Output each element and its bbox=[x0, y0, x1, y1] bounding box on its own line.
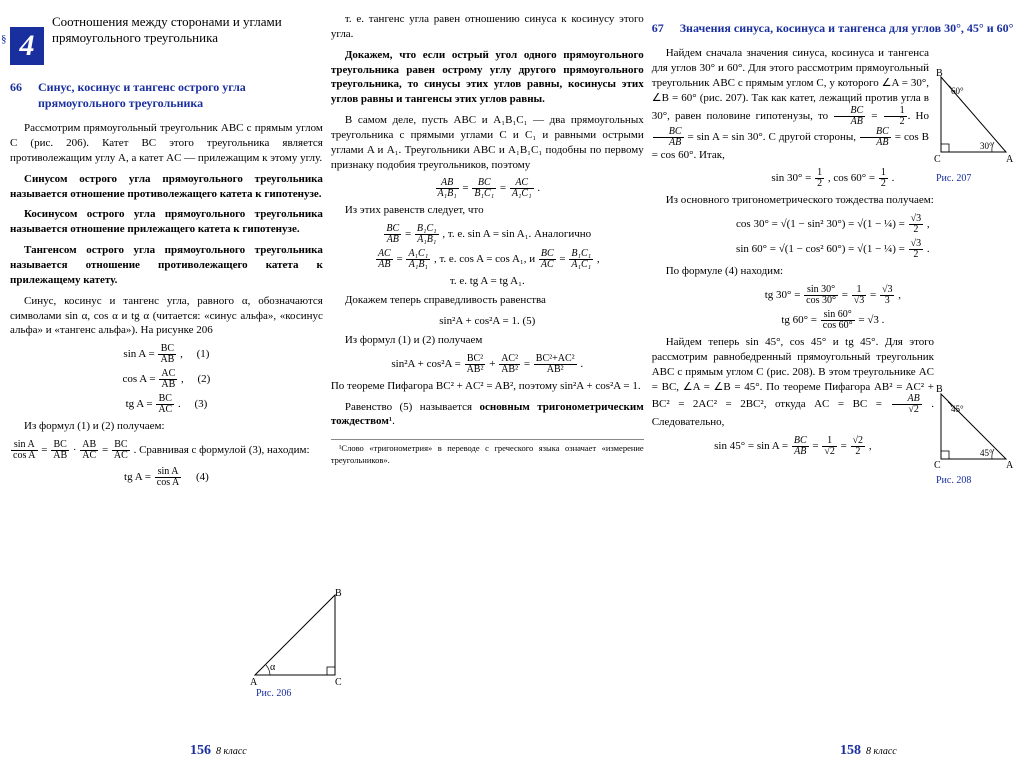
mid-f6: sin²A + cos²A = BC²AB² + AC²AB² = BC²+AC… bbox=[331, 354, 644, 375]
s66-p3: Синус, косинус и тангенс угла, равного α… bbox=[10, 294, 323, 339]
section-title: Значения синуса, косинуса и тангенса для… bbox=[680, 20, 1014, 36]
svg-text:α: α bbox=[270, 662, 276, 673]
footnote: ¹Слово «тригонометрия» в переводе с греч… bbox=[331, 439, 644, 466]
figure-208: B C A 45° 45° Рис. 208 bbox=[936, 384, 1014, 487]
fig207-caption: Рис. 207 bbox=[936, 172, 1014, 186]
formula-3: tg A = BCAC . (3) bbox=[10, 394, 323, 415]
page-footer-right: 158 8 класс bbox=[840, 743, 897, 759]
mid-tgA: т. е. tg A = tg A₁. bbox=[331, 274, 644, 289]
mid-p5: Докажем теперь справедливость равенства bbox=[331, 293, 644, 308]
mid-p2: Докажем, что если острый угол одного пря… bbox=[331, 48, 644, 107]
mid-p8: Равенство (5) называется основным тригон… bbox=[331, 400, 644, 430]
svg-text:45°: 45° bbox=[980, 448, 993, 458]
mid-p1: т. е. тангенс угла равен отношению синус… bbox=[331, 12, 644, 42]
chapter-header: § 4 Соотношения между сторонами и углами… bbox=[10, 12, 323, 65]
s66-p2c: Тангенсом острого угла прямоугольного тр… bbox=[10, 243, 323, 288]
mid-p6: Из формул (1) и (2) получаем bbox=[331, 333, 644, 348]
mid-f5: sin²A + cos²A = 1. (5) bbox=[331, 314, 644, 329]
mid-p4: Из этих равенств следует, что bbox=[331, 203, 644, 218]
section-title: Синус, косинус и тангенс острого угла пр… bbox=[38, 79, 323, 111]
svg-text:B: B bbox=[335, 588, 342, 599]
section-67-header: 67 Значения синуса, косинуса и тангенса … bbox=[652, 20, 1014, 36]
section-number: 67 bbox=[652, 20, 672, 36]
svg-text:A: A bbox=[1006, 460, 1014, 471]
fig208-caption: Рис. 208 bbox=[936, 474, 1014, 488]
page-number: 156 bbox=[190, 743, 211, 758]
mid-f2: BCAB = B₁C₁A₁B₁ , т. е. sin A = sin A₁. … bbox=[331, 224, 644, 245]
svg-text:A: A bbox=[1006, 154, 1014, 165]
mid-p3: В самом деле, пусть ABC и A₁B₁C₁ — два п… bbox=[331, 113, 644, 172]
s66-p2a: Синусом острого угла прямоугольного треу… bbox=[10, 172, 323, 202]
svg-text:B: B bbox=[936, 384, 943, 395]
f-tg30: tg 30° = sin 30°cos 30° = 1√3 = √33 , bbox=[652, 285, 1014, 306]
svg-text:B: B bbox=[936, 68, 943, 79]
chapter-number: 4 bbox=[10, 27, 44, 65]
mid-p7: По теореме Пифагора BC² + AC² = AB², поэ… bbox=[331, 379, 644, 394]
page-footer-left: 156 8 класс bbox=[190, 743, 247, 759]
formula-2: cos A = ACAB , (2) bbox=[10, 369, 323, 390]
svg-text:45°: 45° bbox=[951, 404, 964, 414]
chapter-title: Соотношения между сторонами и углами пря… bbox=[52, 12, 323, 45]
mid-f1: ABA₁B₁ = BCB₁C₁ = ACA₁C₁ . bbox=[331, 178, 644, 199]
s66-p5: sin Acos A = BCAB · ABAC = BCAC . Сравни… bbox=[10, 440, 323, 461]
figure-207: B C A 60° 30° Рис. 207 bbox=[936, 72, 1014, 185]
f-cos30: cos 30° = √(1 − sin² 30°) = √(1 − ¼) = √… bbox=[652, 214, 1014, 235]
right-column: 67 Значения синуса, косинуса и тангенса … bbox=[652, 12, 1014, 492]
mid-f3: ACAB = A₁C₁A₁B₁ , т. е. cos A = cos A₁, … bbox=[331, 249, 644, 270]
middle-column: т. е. тангенс угла равен отношению синус… bbox=[331, 12, 644, 492]
svg-text:C: C bbox=[335, 677, 342, 688]
figure-206: A C B α Рис. 206 bbox=[250, 590, 345, 699]
s67-p3: По формуле (4) находим: bbox=[652, 264, 1014, 279]
svg-text:C: C bbox=[934, 460, 941, 471]
svg-text:60°: 60° bbox=[951, 86, 964, 96]
svg-text:C: C bbox=[934, 154, 941, 165]
grade-label: 8 класс bbox=[866, 746, 897, 757]
s66-p4: Из формул (1) и (2) получаем: bbox=[10, 419, 323, 434]
section-number: 66 bbox=[10, 79, 30, 111]
s67-p1: Найдем сначала значения синуса, косинуса… bbox=[652, 46, 929, 162]
f-sin60: sin 60° = √(1 − cos² 60°) = √(1 − ¼) = √… bbox=[652, 239, 1014, 260]
formula-4: tg A = sin Acos A (4) bbox=[10, 467, 323, 488]
left-column: § 4 Соотношения между сторонами и углами… bbox=[10, 12, 323, 492]
f-tg60: tg 60° = sin 60°cos 60° = √3 . bbox=[652, 310, 1014, 331]
paragraph-symbol: § bbox=[1, 33, 7, 45]
s67-p2: Из основного тригонометрического тождест… bbox=[652, 193, 1014, 208]
s66-p1: Рассмотрим прямоугольный треугольник ABC… bbox=[10, 121, 323, 166]
page-number: 158 bbox=[840, 743, 861, 758]
svg-text:A: A bbox=[250, 677, 258, 688]
fig206-caption: Рис. 206 bbox=[256, 688, 345, 699]
svg-text:30°: 30° bbox=[980, 141, 993, 151]
formula-1: sin A = BCAB , (1) bbox=[10, 344, 323, 365]
section-66-header: 66 Синус, косинус и тангенс острого угла… bbox=[10, 79, 323, 111]
grade-label: 8 класс bbox=[216, 746, 247, 757]
s66-p2b: Косинусом острого угла прямоугольного тр… bbox=[10, 207, 323, 237]
